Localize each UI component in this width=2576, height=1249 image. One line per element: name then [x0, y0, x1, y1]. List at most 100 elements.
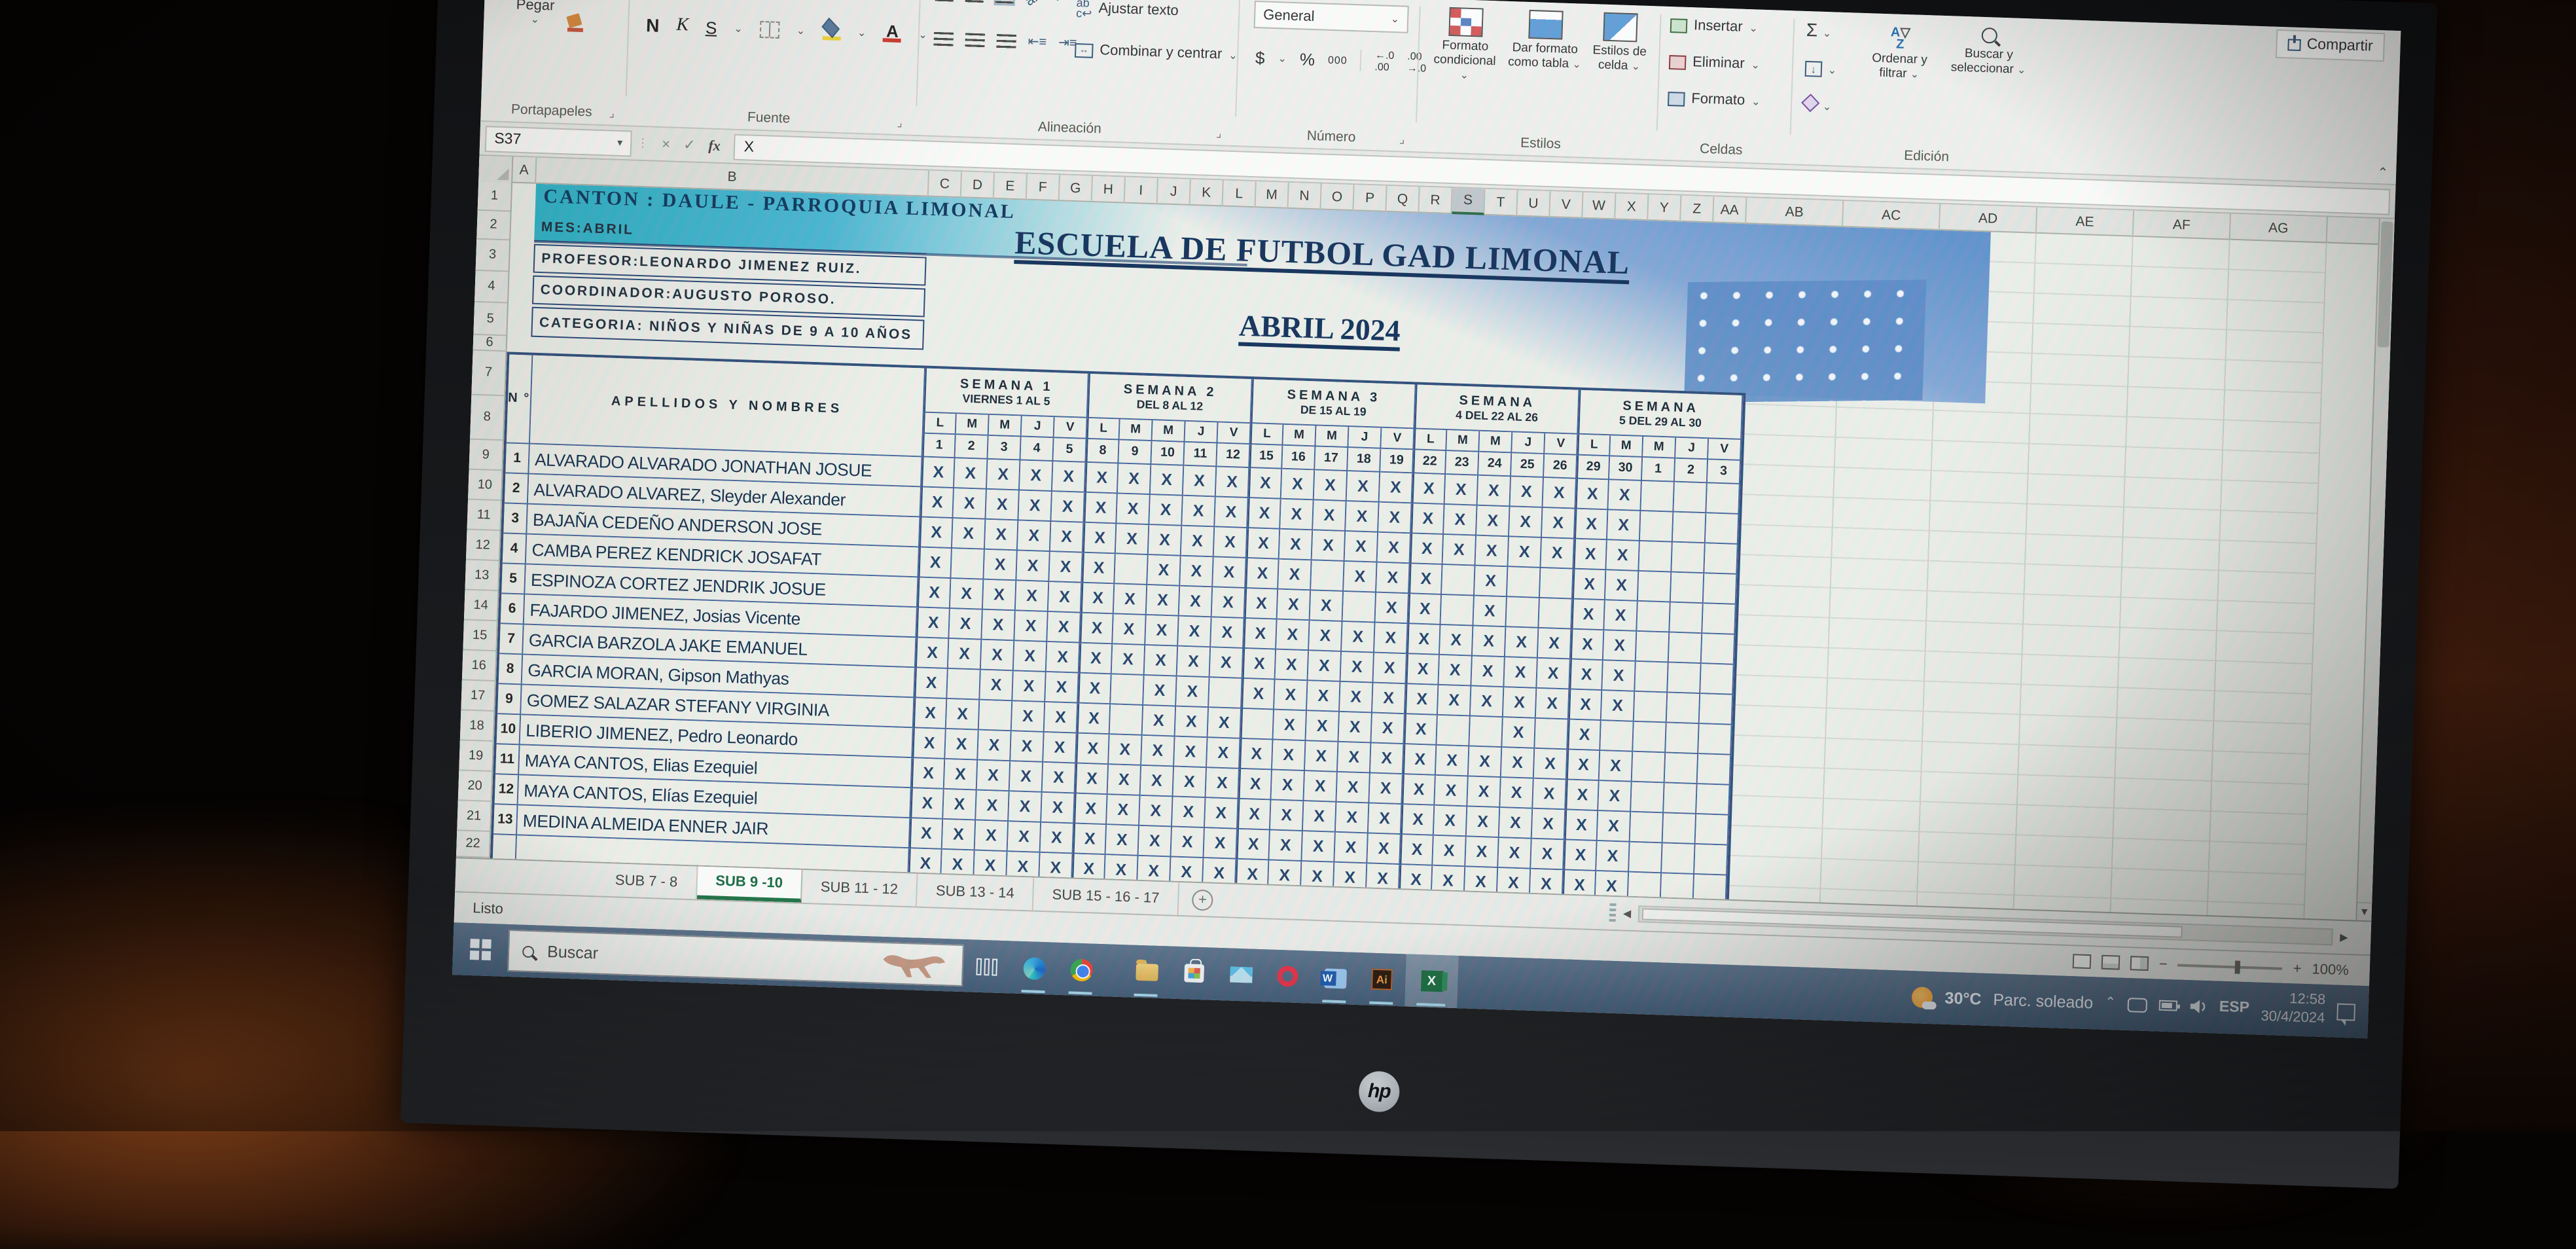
attendance-cell[interactable]: X	[1008, 822, 1041, 853]
attendance-cell[interactable]: X	[1145, 645, 1178, 677]
attendance-cell[interactable]: X	[1471, 687, 1504, 718]
day-number[interactable]: 3	[988, 436, 1021, 461]
student-number[interactable]: 1	[505, 443, 530, 474]
clock[interactable]: 12:58 30/4/2024	[2261, 990, 2326, 1028]
attendance-cell[interactable]: X	[1469, 746, 1502, 778]
attendance-cell[interactable]: X	[1438, 685, 1471, 717]
attendance-cell[interactable]: X	[1380, 473, 1413, 504]
attendance-cell[interactable]	[1664, 783, 1697, 814]
attendance-cell[interactable]: X	[1106, 825, 1139, 856]
attendance-cell[interactable]: X	[1043, 763, 1076, 794]
attendance-cell[interactable]: X	[1308, 651, 1342, 682]
attendance-cell[interactable]: X	[1280, 499, 1314, 531]
attendance-cell[interactable]: X	[918, 547, 952, 579]
attendance-cell[interactable]: X	[1149, 495, 1183, 526]
attendance-cell[interactable]	[1311, 560, 1344, 592]
row-header-15[interactable]: 15	[463, 620, 496, 651]
attendance-cell[interactable]: X	[1404, 714, 1437, 746]
decrease-indent-icon[interactable]: ⇤≡	[1028, 35, 1046, 50]
row-header-5[interactable]: 5	[473, 302, 507, 336]
attendance-cell[interactable]: X	[1334, 833, 1368, 864]
attendance-cell[interactable]: X	[978, 731, 1011, 762]
column-header-V[interactable]: V	[1550, 191, 1583, 219]
attendance-cell[interactable]: X	[1567, 719, 1601, 751]
attendance-cell[interactable]	[1667, 693, 1700, 724]
attendance-cell[interactable]: X	[1368, 803, 1402, 835]
attendance-cell[interactable]: X	[1444, 505, 1477, 536]
column-header-J[interactable]: J	[1158, 178, 1191, 206]
attendance-cell[interactable]: X	[1077, 704, 1111, 735]
attendance-cell[interactable]: X	[1606, 540, 1639, 571]
day-number[interactable]: 22	[1413, 450, 1446, 475]
attendance-cell[interactable]: X	[1501, 748, 1535, 779]
row-header-14[interactable]: 14	[464, 590, 497, 621]
merge-center-button[interactable]: ↔ Combinar y centrar⌄	[1075, 42, 1238, 63]
attendance-cell[interactable]: X	[1565, 780, 1599, 811]
attendance-cell[interactable]: X	[1270, 801, 1304, 832]
attendance-cell[interactable]: X	[1174, 737, 1208, 769]
grow-font-icon[interactable]: A	[888, 0, 900, 1]
attendance-cell[interactable]: X	[1408, 594, 1442, 625]
attendance-cell[interactable]: X	[1604, 600, 1637, 632]
attendance-cell[interactable]: X	[916, 607, 950, 639]
attendance-cell[interactable]: X	[1498, 838, 1531, 869]
attendance-cell[interactable]	[1437, 715, 1470, 747]
day-number[interactable]: 3	[1708, 460, 1741, 484]
attendance-cell[interactable]	[1665, 753, 1698, 784]
attendance-cell[interactable]	[1115, 554, 1148, 585]
attendance-cell[interactable]: X	[1347, 471, 1380, 503]
attendance-cell[interactable]: X	[1049, 552, 1082, 583]
attendance-cell[interactable]: X	[1434, 806, 1467, 837]
battery-icon[interactable]	[2159, 1000, 2178, 1011]
attendance-cell[interactable]: X	[1243, 649, 1276, 680]
italic-button[interactable]: K	[676, 16, 689, 37]
row-header-20[interactable]: 20	[458, 770, 492, 802]
sheet-tab-sub-11-12[interactable]: SUB 11 - 12	[802, 870, 918, 907]
day-letter[interactable]: M	[989, 415, 1022, 437]
attendance-cell[interactable]: X	[1569, 660, 1603, 691]
student-number[interactable]: 12	[495, 774, 520, 805]
clear-button[interactable]: ⌄	[1804, 92, 1832, 117]
attendance-cell[interactable]: X	[942, 820, 976, 851]
attendance-cell[interactable]: X	[1567, 750, 1600, 781]
attendance-cell[interactable]: X	[953, 488, 986, 520]
student-number[interactable]: 4	[503, 534, 528, 564]
day-letter[interactable]: L	[1087, 418, 1120, 441]
column-header-G[interactable]: G	[1060, 175, 1093, 202]
attendance-cell[interactable]: X	[1016, 581, 1049, 612]
insert-cells-button[interactable]: Insertar⌄	[1670, 17, 1759, 35]
tab-splitter[interactable]	[1609, 903, 1617, 922]
attendance-cell[interactable]: X	[1302, 831, 1335, 863]
attendance-cell[interactable]: X	[1205, 798, 1238, 829]
attendance-cell[interactable]: X	[1247, 498, 1281, 530]
attendance-cell[interactable]	[1630, 812, 1664, 844]
column-header-U[interactable]: U	[1517, 190, 1550, 217]
attendance-cell[interactable]: X	[1531, 839, 1564, 871]
attendance-cell[interactable]: X	[985, 520, 1018, 551]
attendance-cell[interactable]: X	[1607, 510, 1641, 541]
attendance-cell[interactable]: X	[1478, 476, 1511, 507]
day-letter[interactable]: M	[1153, 420, 1186, 443]
taskbar-illustrator[interactable]: Ai	[1357, 952, 1406, 1006]
day-letter[interactable]: L	[1250, 424, 1283, 446]
attendance-cell[interactable]: X	[1500, 778, 1533, 809]
attendance-cell[interactable]: X	[1214, 527, 1247, 558]
attendance-cell[interactable]: X	[1043, 733, 1077, 764]
attendance-cell[interactable]	[1702, 634, 1735, 665]
zoom-level[interactable]: 100%	[2312, 961, 2349, 978]
attendance-cell[interactable]: X	[921, 458, 955, 489]
attendance-cell[interactable]: X	[1569, 690, 1602, 721]
day-letter[interactable]: L	[1414, 429, 1447, 451]
display-icon[interactable]	[2128, 997, 2148, 1012]
taskbar-word[interactable]	[1310, 951, 1359, 1005]
attendance-cell[interactable]	[1704, 543, 1738, 575]
attendance-cell[interactable]: X	[1143, 676, 1177, 707]
attendance-cell[interactable]	[1442, 565, 1475, 596]
number-launcher-icon[interactable]: ⌟	[1399, 132, 1405, 147]
day-letter[interactable]: J	[1675, 438, 1709, 460]
attendance-cell[interactable]	[1702, 604, 1736, 635]
attendance-cell[interactable]: X	[1175, 707, 1209, 738]
